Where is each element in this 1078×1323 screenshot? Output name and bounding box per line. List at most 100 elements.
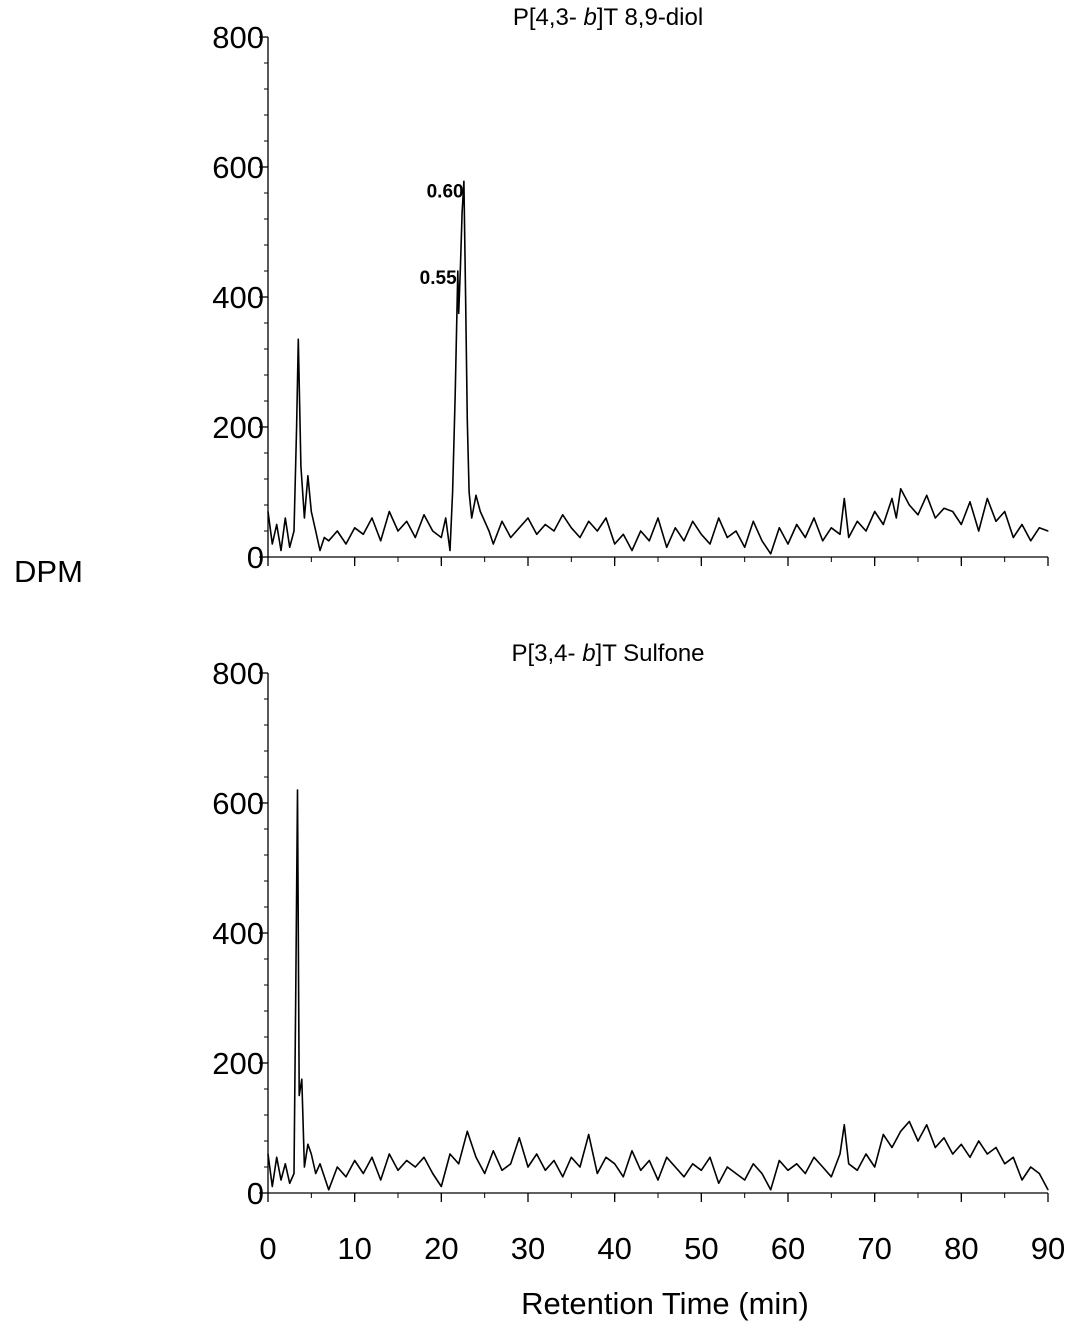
data-point xyxy=(463,180,465,182)
data-point xyxy=(380,1179,382,1181)
y-tick-label: 400 xyxy=(212,280,264,315)
data-point xyxy=(1012,1156,1014,1158)
data-point xyxy=(414,1166,416,1168)
data-point xyxy=(718,1182,720,1184)
x-tick-label: 80 xyxy=(944,1231,978,1266)
data-point xyxy=(709,543,711,545)
data-point xyxy=(414,536,416,539)
data-point xyxy=(362,533,364,535)
data-point xyxy=(1021,1179,1023,1181)
data-point xyxy=(454,393,456,396)
data-point xyxy=(492,1150,494,1152)
data-point xyxy=(319,1163,321,1165)
data-point xyxy=(952,510,954,513)
data-point xyxy=(1004,1163,1006,1165)
data-point xyxy=(1038,527,1040,529)
data-point xyxy=(865,530,867,532)
data-point xyxy=(536,1153,538,1155)
data-point xyxy=(271,543,273,545)
x-tick-label: 20 xyxy=(424,1231,458,1266)
data-point xyxy=(449,549,451,552)
data-point xyxy=(518,1137,520,1139)
data-point xyxy=(813,517,815,519)
data-point xyxy=(891,1146,893,1149)
data-point xyxy=(674,527,676,529)
data-point xyxy=(692,520,694,522)
data-point xyxy=(518,527,520,529)
data-point xyxy=(1047,1189,1049,1191)
data-point xyxy=(527,1166,529,1168)
data-point xyxy=(362,1172,364,1175)
data-point xyxy=(284,517,286,519)
data-point xyxy=(323,536,325,539)
data-point xyxy=(900,1130,902,1132)
data-point xyxy=(562,514,564,516)
series-line xyxy=(267,180,1049,555)
y-axis-label: DPM xyxy=(14,554,83,589)
data-point xyxy=(562,1176,564,1178)
y-tick-label: 200 xyxy=(212,410,264,445)
data-point xyxy=(596,1172,598,1175)
data-point xyxy=(461,211,463,214)
series-line xyxy=(267,789,1049,1191)
x-tick-label: 70 xyxy=(857,1231,891,1266)
data-point xyxy=(726,1166,728,1168)
bottom-chart-panel: 0 200 400 600 800 0 10 20 30 40 50 60 70 80 90 P[3,4- b… xyxy=(212,640,1065,1266)
data-point xyxy=(465,296,467,298)
data-point xyxy=(289,546,291,548)
data-point xyxy=(596,530,598,532)
data-point xyxy=(726,536,728,539)
data-point xyxy=(770,1189,772,1191)
y-tick-label: 0 xyxy=(247,540,264,575)
data-point xyxy=(839,1153,841,1155)
data-point xyxy=(397,530,399,532)
data-point xyxy=(874,510,876,513)
peak-annotation: 0.60 xyxy=(427,181,464,202)
x-tick-label: 0 xyxy=(259,1231,276,1266)
data-point xyxy=(986,497,988,500)
data-point xyxy=(839,533,841,535)
data-point xyxy=(280,549,282,552)
data-point xyxy=(579,536,581,539)
panel-title-part: P[3,4- xyxy=(511,640,582,667)
data-point xyxy=(406,1159,408,1162)
data-point xyxy=(1038,1172,1040,1175)
data-point xyxy=(315,530,317,532)
data-point xyxy=(276,523,278,526)
data-point xyxy=(969,1156,971,1158)
data-point xyxy=(683,1176,685,1178)
top-chart-panel: 0 200 400 600 800 P[4,3- b]T 8,9-diol 0.60 0.55 xyxy=(212,4,1049,575)
panel-title-part: P[4,3- xyxy=(513,4,584,31)
data-point xyxy=(1004,510,1006,513)
data-point xyxy=(452,491,454,493)
y-tick-label: 600 xyxy=(212,786,264,821)
data-point xyxy=(423,1156,425,1158)
data-point xyxy=(336,1166,338,1168)
data-point xyxy=(588,520,590,522)
data-point xyxy=(804,1172,806,1175)
data-point xyxy=(440,1185,442,1188)
data-point xyxy=(315,1172,317,1175)
data-point xyxy=(995,1146,997,1149)
data-point xyxy=(289,1182,291,1184)
data-point xyxy=(310,510,312,513)
data-point xyxy=(700,533,702,535)
data-point xyxy=(934,1146,936,1149)
data-point xyxy=(735,530,737,532)
data-point xyxy=(280,1179,282,1181)
data-point xyxy=(475,494,477,496)
data-point xyxy=(843,497,845,500)
data-point xyxy=(459,267,461,269)
data-point xyxy=(301,1078,303,1080)
data-point xyxy=(510,1163,512,1165)
data-point xyxy=(492,543,494,545)
data-point xyxy=(276,1156,278,1158)
data-point xyxy=(648,540,650,542)
data-point xyxy=(865,1153,867,1155)
data-point xyxy=(666,1156,668,1158)
data-point xyxy=(553,1159,555,1162)
data-point xyxy=(895,517,897,519)
data-point xyxy=(718,517,720,519)
data-point xyxy=(297,338,299,340)
data-point xyxy=(267,1153,269,1155)
